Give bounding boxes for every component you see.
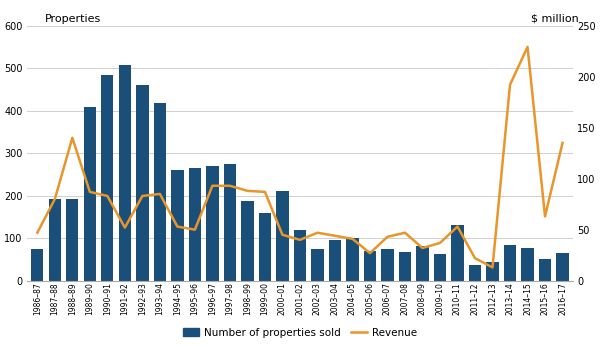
Bar: [451, 226, 464, 281]
Bar: [539, 259, 551, 281]
Bar: [399, 252, 411, 281]
Legend: Number of properties sold, Revenue: Number of properties sold, Revenue: [179, 323, 421, 342]
Bar: [66, 198, 79, 281]
Bar: [49, 198, 61, 281]
Bar: [469, 264, 481, 281]
Bar: [136, 85, 149, 281]
Bar: [241, 201, 254, 281]
Bar: [382, 249, 394, 281]
Bar: [504, 245, 516, 281]
Bar: [189, 168, 201, 281]
Bar: [487, 262, 499, 281]
Bar: [294, 230, 306, 281]
Bar: [224, 164, 236, 281]
Text: Properties: Properties: [45, 14, 101, 24]
Bar: [277, 192, 289, 281]
Text: $ million: $ million: [531, 14, 579, 24]
Bar: [346, 238, 359, 281]
Bar: [416, 246, 428, 281]
Bar: [31, 249, 43, 281]
Bar: [154, 103, 166, 281]
Bar: [434, 254, 446, 281]
Bar: [311, 249, 323, 281]
Bar: [171, 170, 184, 281]
Bar: [101, 75, 113, 281]
Bar: [521, 247, 533, 281]
Bar: [206, 166, 218, 281]
Bar: [84, 107, 96, 281]
Bar: [364, 251, 376, 281]
Bar: [119, 65, 131, 281]
Bar: [329, 240, 341, 281]
Bar: [259, 213, 271, 281]
Bar: [556, 253, 569, 281]
